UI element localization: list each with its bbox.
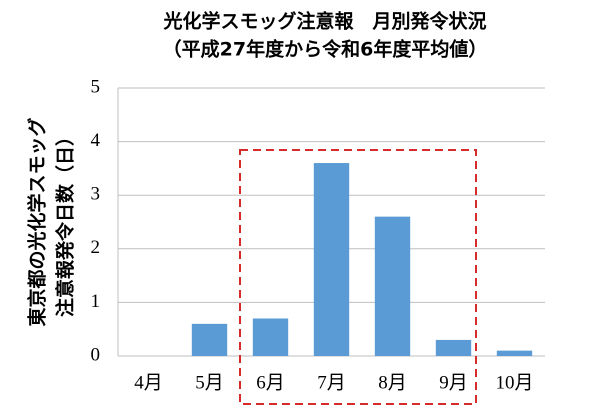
chart-title: 光化学スモッグ注意報 月別発令状況 <box>162 10 486 33</box>
y-tick-label: 0 <box>91 344 101 365</box>
x-tick-label: 8月 <box>378 372 407 393</box>
x-tick-label: 7月 <box>317 372 346 393</box>
bar <box>191 323 228 356</box>
y-axis-label: 注意報発令日数（日） <box>54 127 77 317</box>
y-axis-label: 東京都の光化学スモッグ <box>26 117 49 326</box>
bar <box>496 350 533 356</box>
bar <box>374 216 411 356</box>
y-tick-label: 5 <box>91 76 101 97</box>
y-tick-label: 3 <box>91 184 101 205</box>
y-tick-label: 4 <box>91 130 101 151</box>
highlight-box <box>239 149 477 405</box>
x-tick-label: 10月 <box>495 372 533 393</box>
bar <box>435 339 472 356</box>
x-tick-label: 4月 <box>134 372 163 393</box>
x-tick-label: 9月 <box>439 372 468 393</box>
x-tick-label: 5月 <box>195 372 224 393</box>
x-tick-label: 6月 <box>256 372 285 393</box>
y-tick-label: 1 <box>91 291 101 312</box>
y-tick-label: 2 <box>91 237 101 258</box>
bar <box>313 163 350 356</box>
bar <box>252 318 289 356</box>
chart-subtitle: （平成27年度から令和6年度平均値） <box>163 38 488 61</box>
